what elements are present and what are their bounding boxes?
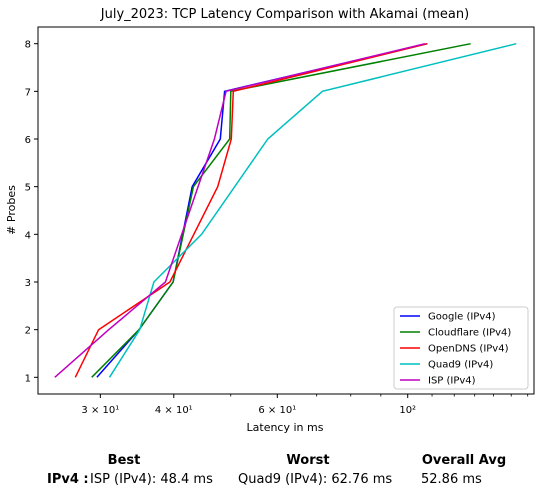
- best-value: ISP (IPv4): 48.4 ms: [90, 472, 213, 487]
- x-axis-label: Latency in ms: [247, 421, 324, 434]
- row-label: IPv4 :: [47, 472, 89, 487]
- legend: Google (IPv4) Cloudflare (IPv4) OpenDNS (I…: [393, 306, 529, 390]
- series-line-3: [108, 42, 517, 378]
- legend-label-4: ISP (IPv4): [428, 376, 476, 387]
- legend-box: [393, 306, 529, 390]
- x-tick-label-3: 10²: [399, 405, 416, 416]
- worst-header: Worst: [286, 453, 330, 468]
- series-line-4: [54, 42, 426, 378]
- y-tick-label-0: 1: [25, 373, 31, 384]
- y-tick-label-3: 4: [25, 230, 31, 241]
- x-tick-label-1: 4 × 10¹: [155, 405, 193, 416]
- legend-label-1: Cloudflare (IPv4): [428, 328, 511, 339]
- y-axis-ticks: 1 2 3 4 5 6 7 8: [25, 40, 38, 384]
- x-axis-ticks: 3 × 10¹ 4 × 10¹ 6 × 10¹ 10²: [81, 394, 529, 416]
- latency-chart: July_2023: TCP Latency Comparison with A…: [5, 7, 535, 434]
- legend-label-0: Google (IPv4): [428, 312, 496, 323]
- chart-title: July_2023: TCP Latency Comparison with A…: [100, 7, 469, 22]
- best-header: Best: [107, 453, 141, 468]
- legend-label-3: Quad9 (IPv4): [428, 360, 493, 371]
- series-line-0: [96, 42, 428, 378]
- overall-avg-header: Overall Avg: [421, 453, 507, 468]
- overall-avg-value: 52.86 ms: [421, 472, 482, 487]
- plot-frame: [37, 26, 535, 395]
- y-tick-label-4: 5: [25, 183, 31, 194]
- summary-table: Best Worst Overall Avg IPv4 : ISP (IPv4)…: [0, 445, 541, 494]
- y-tick-label-7: 8: [25, 40, 31, 51]
- worst-value: Quad9 (IPv4): 62.76 ms: [238, 472, 393, 487]
- y-tick-label-5: 6: [25, 135, 31, 146]
- series-layer: [54, 42, 517, 378]
- x-tick-label-0: 3 × 10¹: [81, 405, 119, 416]
- legend-label-2: OpenDNS (IPv4): [428, 344, 509, 355]
- y-axis-label: # Probes: [5, 185, 18, 235]
- y-tick-label-1: 2: [25, 326, 31, 337]
- x-tick-label-2: 6 × 10¹: [258, 405, 296, 416]
- y-tick-label-2: 3: [25, 278, 31, 289]
- series-line-2: [74, 42, 428, 378]
- y-tick-label-6: 7: [25, 87, 31, 98]
